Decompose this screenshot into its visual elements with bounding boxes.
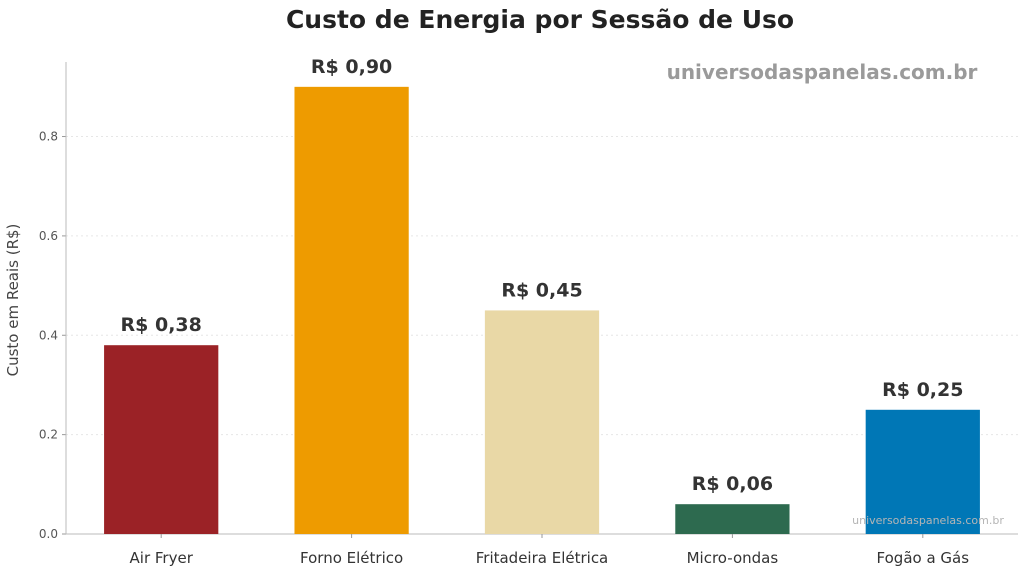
corner-watermark: universodaspanelas.com.br [852,514,1004,527]
bar-data-label: R$ 0,45 [501,279,582,301]
bar [294,86,409,534]
bar-data-label: R$ 0,90 [311,56,392,78]
data-labels: R$ 0,38 R$ 0,90 R$ 0,45 R$ 0,06 R$ 0,25 [121,56,964,495]
y-tick-label: 0.2 [39,428,58,442]
chart-title: Custo de Energia por Sessão de Uso [286,5,794,34]
y-axis-label: Custo em Reais (R$) [4,224,22,377]
y-tick-label: 0.4 [39,328,58,342]
x-tick-label: Forno Elétrico [300,549,403,567]
x-tick-label: Fritadeira Elétrica [476,549,609,567]
y-tick-label: 0.6 [39,229,58,243]
bar [484,310,600,534]
y-tick-label: 0.8 [39,130,58,144]
x-tick-label: Fogão a Gás [877,549,970,567]
x-tick-label: Air Fryer [130,549,194,567]
y-tick-label: 0.0 [39,527,58,541]
bar-data-label: R$ 0,25 [882,379,963,401]
bar [104,345,219,534]
watermark-text: universodaspanelas.com.br [667,60,978,84]
bar [865,409,980,534]
bar-data-label: R$ 0,06 [692,473,773,495]
bar [675,504,790,534]
bar-data-label: R$ 0,38 [121,314,202,336]
bars [104,86,980,534]
x-tick-label: Micro-ondas [687,549,779,567]
